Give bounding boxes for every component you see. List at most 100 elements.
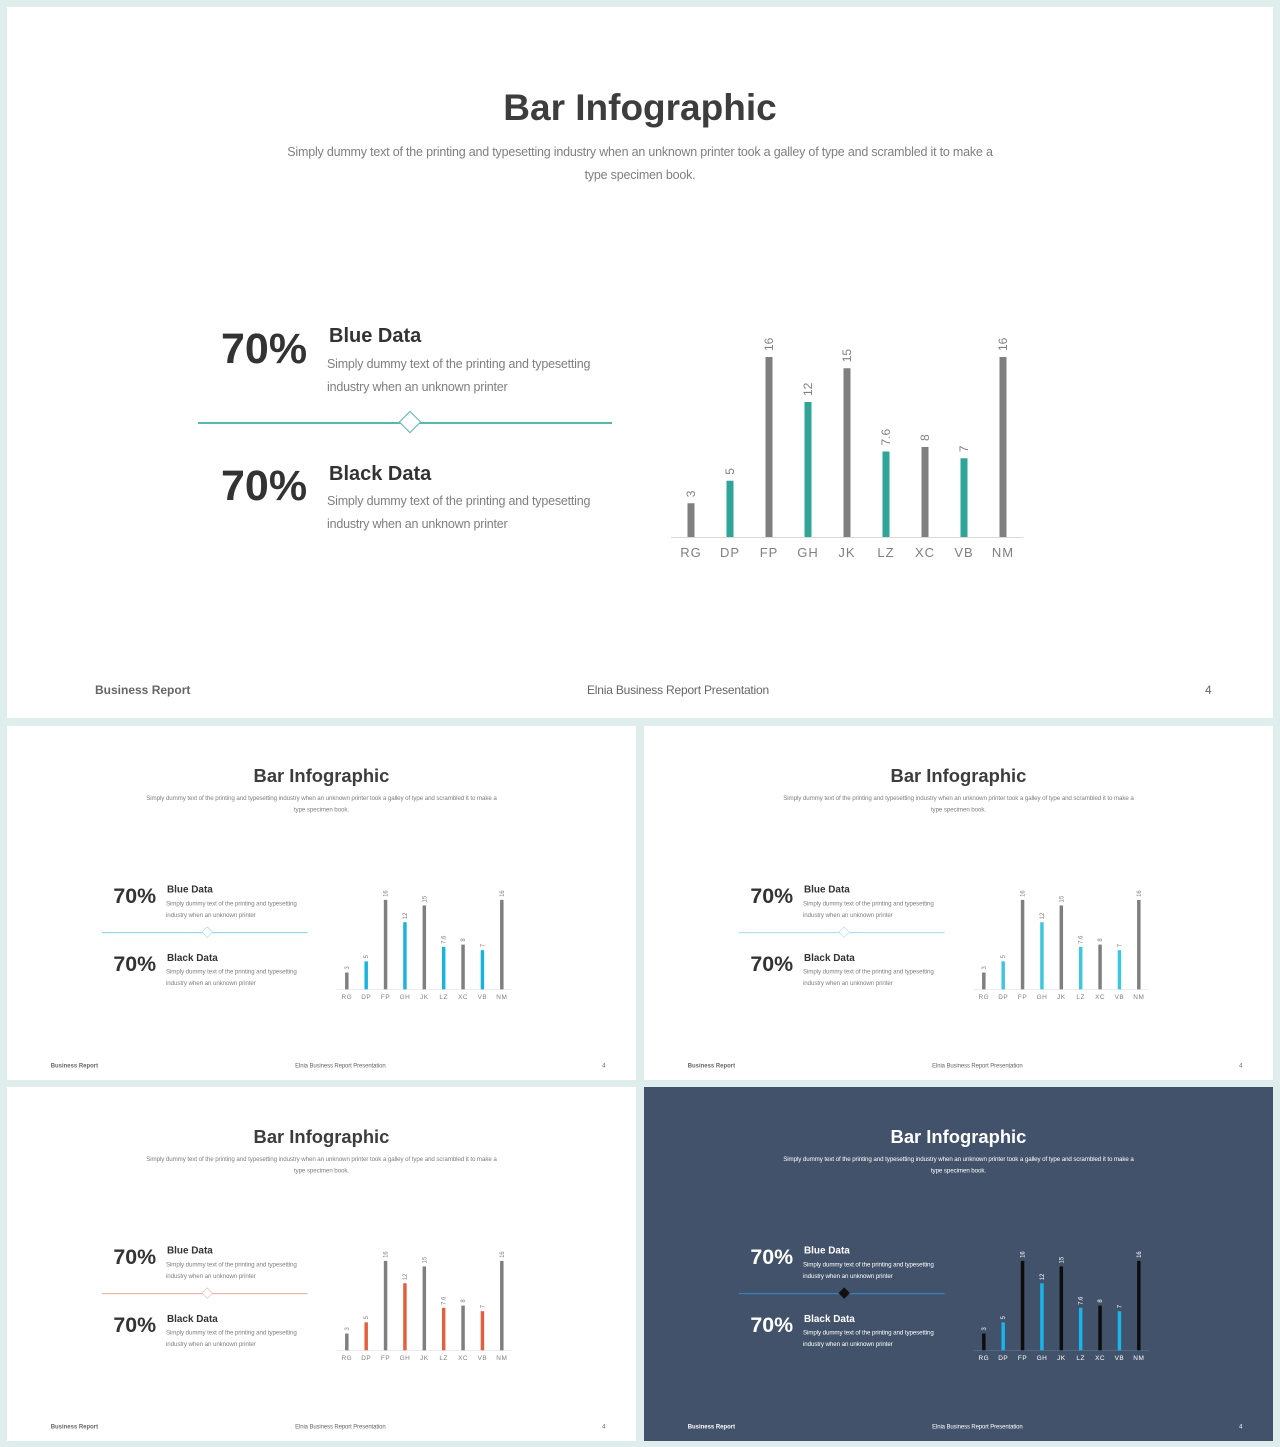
bar-nm: [500, 899, 504, 990]
category-tick-label: VB: [954, 545, 973, 560]
diamond-icon: [838, 1287, 850, 1299]
bar-value-label: 7.6: [1079, 935, 1085, 944]
bar-value-label: 15: [422, 895, 428, 902]
bar-value-label: 7.6: [1079, 1296, 1085, 1305]
bar-rg: [982, 972, 986, 990]
slide-content: Bar Infographic Simply dummy text of the…: [7, 726, 636, 1079]
category-tick-label: JK: [1057, 1355, 1066, 1362]
category-tick-label: DP: [361, 1355, 371, 1362]
bar-value-label: 8: [1098, 938, 1104, 942]
footer-page-number: 4: [602, 1422, 606, 1430]
footer-brand: Business Report: [50, 1422, 99, 1430]
blue-data-description: Simply dummy text of the printing and ty…: [802, 1260, 934, 1280]
category-tick-label: GH: [400, 994, 411, 1001]
category-tick-label: XC: [458, 994, 468, 1001]
diamond-icon: [838, 926, 850, 938]
bar-value-label: 8: [918, 434, 932, 441]
slide-preview-variant-2[interactable]: Bar Infographic Simply dummy text of the…: [644, 726, 1273, 1080]
bar-value-label: 7: [480, 1304, 486, 1308]
category-tick-label: GH: [1037, 1355, 1048, 1362]
bar-value-label: 5: [723, 468, 737, 475]
footer-page-number: 4: [1239, 1422, 1243, 1430]
bar-value-label: 3: [982, 1327, 988, 1331]
bar-rg: [687, 503, 695, 537]
category-tick-label: DP: [361, 994, 371, 1001]
bar-value-label: 12: [801, 382, 815, 396]
bar-value-label: 5: [364, 954, 370, 958]
bar-lz: [1078, 1307, 1083, 1351]
category-tick-label: NM: [992, 545, 1014, 560]
black-data-label: Black Data: [329, 463, 432, 485]
bar-value-label: 16: [1137, 1251, 1143, 1258]
bar-jk: [843, 368, 851, 537]
category-tick-label: VB: [478, 994, 488, 1001]
bar-xc: [1098, 944, 1102, 990]
bar-gh: [403, 1283, 407, 1351]
blue-data-percent: 70%: [750, 883, 794, 908]
slide-preview-variant-4[interactable]: Bar Infographic Simply dummy text of the…: [644, 1087, 1273, 1441]
bar-vb: [960, 458, 968, 537]
black-data-label: Black Data: [803, 1313, 855, 1325]
slide-title: Bar Infographic: [253, 765, 390, 787]
bar-value-label: 12: [403, 912, 409, 919]
bar-value-label: 16: [1021, 890, 1027, 897]
diamond-icon: [398, 410, 422, 434]
category-tick-label: FP: [381, 994, 390, 1001]
category-tick-label: VB: [478, 1355, 488, 1362]
category-tick-label: LZ: [1076, 994, 1085, 1001]
footer-presentation-name: Elnia Business Report Presentation: [587, 683, 769, 697]
bar-value-label: 8: [1098, 1299, 1104, 1303]
footer-brand: Business Report: [95, 683, 191, 697]
footer-presentation-name: Elnia Business Report Presentation: [295, 1061, 386, 1069]
category-tick-label: DP: [998, 994, 1008, 1001]
category-tick-label: RG: [341, 994, 352, 1001]
category-tick-label: DP: [720, 545, 740, 560]
black-data-description: Simply dummy text of the printing and ty…: [802, 1328, 934, 1348]
slide-subtitle: Simply dummy text of the printing and ty…: [146, 1155, 497, 1174]
slide-subtitle: Simply dummy text of the printing and ty…: [783, 794, 1134, 813]
slide-preview-variant-3[interactable]: Bar Infographic Simply dummy text of the…: [7, 1087, 636, 1441]
slide-preview-large[interactable]: Bar Infographic Simply dummy text of the…: [7, 7, 1273, 718]
bar-fp: [383, 899, 388, 990]
bar-lz: [1078, 946, 1083, 990]
bar-value-label: 16: [996, 337, 1010, 351]
bar-fp: [383, 1260, 388, 1351]
black-data-percent: 70%: [221, 462, 308, 510]
bar-lz: [441, 946, 446, 990]
bar-dp: [364, 1322, 368, 1351]
bar-value-label: 7.6: [442, 935, 448, 944]
diamond-icon: [201, 926, 213, 938]
footer-presentation-name: Elnia Business Report Presentation: [932, 1061, 1023, 1069]
bar-value-label: 16: [1137, 890, 1143, 897]
footer-presentation-name: Elnia Business Report Presentation: [295, 1422, 386, 1430]
bar-vb: [480, 1311, 485, 1351]
category-tick-label: FP: [1018, 1355, 1027, 1362]
slide-content: Bar Infographic Simply dummy text of the…: [7, 7, 1273, 718]
bar-rg: [345, 1333, 349, 1351]
category-tick-label: XC: [1095, 994, 1105, 1001]
blue-data-label: Blue Data: [166, 883, 213, 895]
bar-lz: [441, 1307, 446, 1351]
bar-nm: [1137, 1260, 1141, 1351]
blue-data-percent: 70%: [750, 1244, 794, 1269]
footer-page-number: 4: [602, 1061, 606, 1069]
bar-fp: [1020, 1260, 1025, 1351]
black-data-label: Black Data: [803, 952, 855, 964]
category-tick-label: RG: [341, 1355, 352, 1362]
category-tick-label: GH: [797, 545, 819, 560]
slide-preview-variant-1[interactable]: Bar Infographic Simply dummy text of the…: [7, 726, 636, 1080]
bar-value-label: 7: [1117, 1304, 1123, 1308]
bar-value-label: 7: [957, 445, 971, 452]
bar-gh: [1040, 1283, 1044, 1351]
footer-brand: Business Report: [50, 1061, 99, 1069]
bar-lz: [882, 451, 890, 537]
blue-data-percent: 70%: [113, 1244, 157, 1269]
bar-value-label: 7.6: [879, 428, 893, 445]
bar-value-label: 12: [403, 1273, 409, 1280]
black-data-description: Simply dummy text of the printing and ty…: [165, 1328, 297, 1348]
blue-data-description: Simply dummy text of the printing and ty…: [165, 1260, 297, 1280]
category-tick-label: VB: [1115, 1355, 1125, 1362]
bar-chart: 3 RG 5 DP 16 FP 12 GH 15 JK 7.6 LZ 8 XC 7 VB 16 NM: [973, 1251, 1149, 1362]
bar-value-label: 16: [384, 890, 390, 897]
category-tick-label: XC: [915, 545, 935, 560]
